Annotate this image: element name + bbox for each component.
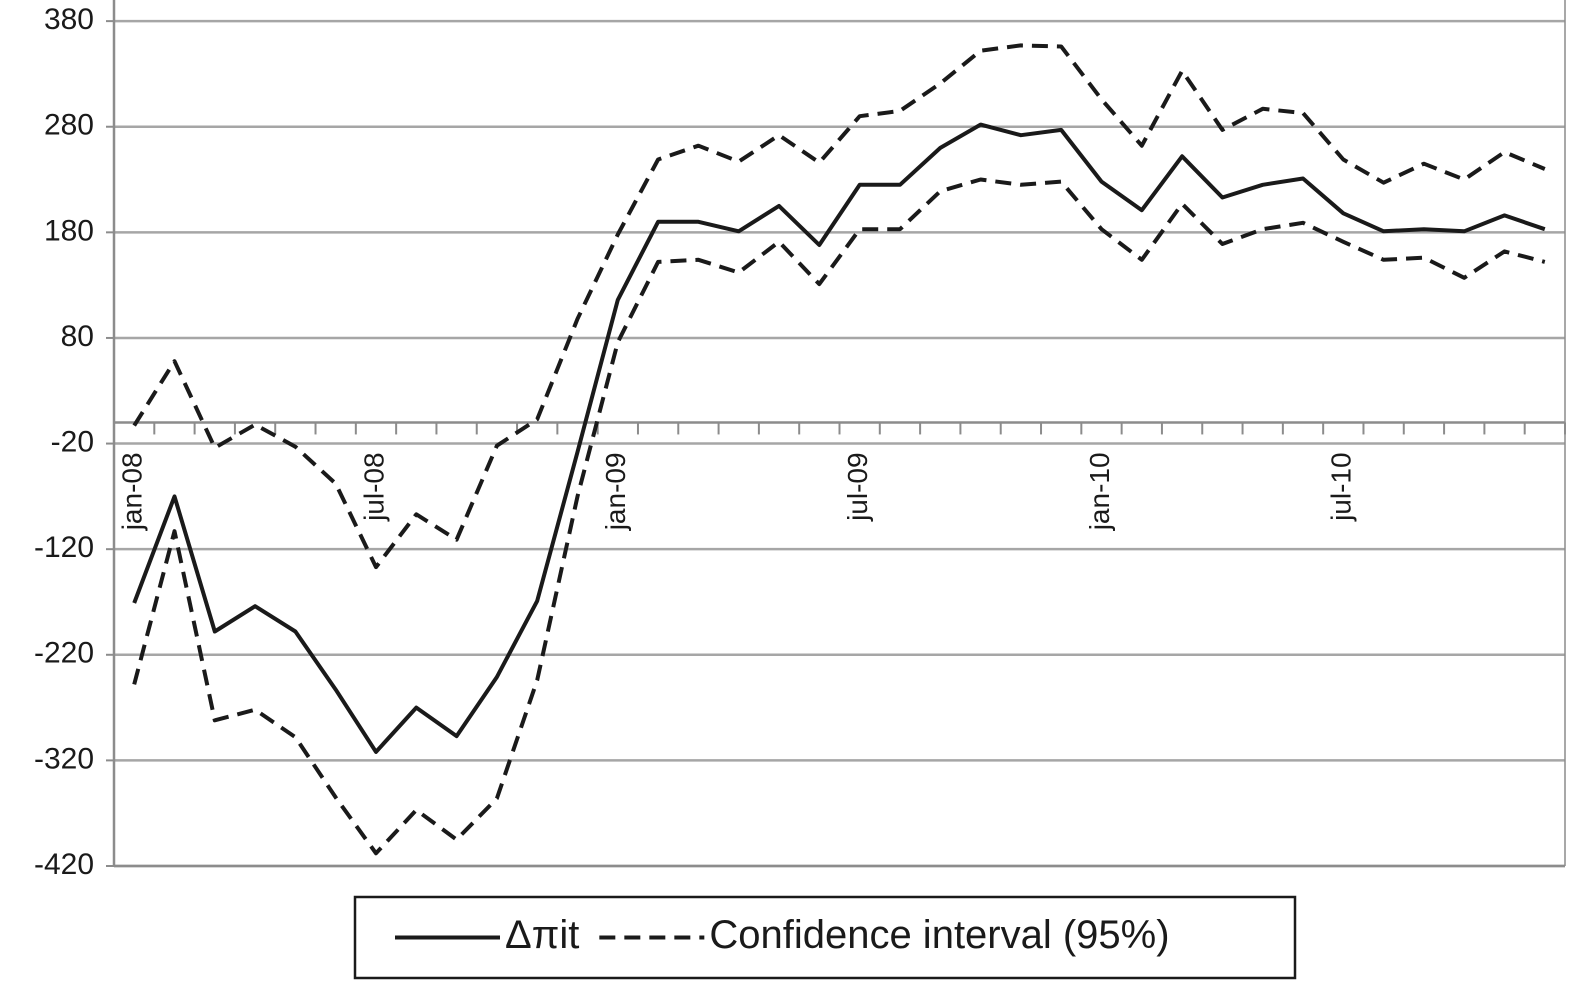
x-tick-label: jul-09 bbox=[842, 452, 873, 521]
series-line bbox=[132, 122, 1546, 754]
legend-label: Confidence interval (95%) bbox=[709, 913, 1169, 957]
axes: -420 -320 -220 -120 -20 80 180 280 380 jan-08 jul-… bbox=[34, 0, 1566, 881]
grid bbox=[114, 19, 1565, 868]
y-tick-label: -320 bbox=[34, 742, 94, 775]
y-tick-label: 180 bbox=[44, 214, 94, 247]
x-tick-label: jan-10 bbox=[1084, 452, 1115, 531]
x-tick-label: jul-08 bbox=[358, 452, 389, 521]
x-tick-label: jul-10 bbox=[1326, 452, 1357, 521]
y-tick-label: 280 bbox=[44, 109, 94, 142]
y-tick-label: -120 bbox=[34, 531, 94, 564]
y-tick-label: 380 bbox=[44, 3, 94, 36]
y-tick-label: -20 bbox=[51, 425, 94, 458]
series-line bbox=[132, 43, 1546, 570]
series-line bbox=[132, 177, 1546, 856]
x-tick-label: jan-08 bbox=[117, 452, 148, 531]
legend-box bbox=[353, 895, 1297, 980]
y-tick-label: 80 bbox=[61, 320, 94, 353]
y-tick-label: -420 bbox=[34, 848, 94, 881]
x-tick-label: jan-09 bbox=[600, 452, 631, 531]
y-tick-label: -220 bbox=[34, 637, 94, 670]
legend: Δπit Confidence interval (95%) bbox=[353, 895, 1297, 980]
legend-label: Δπit bbox=[505, 913, 579, 957]
lines bbox=[132, 43, 1546, 856]
